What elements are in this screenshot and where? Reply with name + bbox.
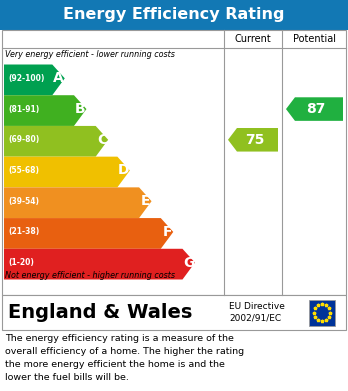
Text: (55-68): (55-68) [8,166,39,175]
Text: (92-100): (92-100) [8,74,45,83]
Text: (1-20): (1-20) [8,258,34,267]
Bar [309,300,335,325]
Bar [2,30,346,295]
Text: Energy Efficiency Rating: Energy Efficiency Rating [63,7,285,23]
Polygon shape [286,97,343,121]
Bar [0,0,348,30]
Text: (81-91): (81-91) [8,104,39,113]
Polygon shape [4,249,195,280]
Text: (39-54): (39-54) [8,197,39,206]
Text: Very energy efficient - lower running costs: Very energy efficient - lower running co… [5,50,175,59]
Text: The energy efficiency rating is a measure of the
overall efficiency of a home. T: The energy efficiency rating is a measur… [5,334,244,382]
Text: G: G [183,256,195,270]
Text: (69-80): (69-80) [8,135,39,144]
Text: E: E [141,194,150,208]
Text: 87: 87 [306,102,325,116]
Text: (21-38): (21-38) [8,228,39,237]
Text: B: B [75,102,86,116]
Text: Potential: Potential [293,34,335,44]
Text: A: A [53,71,64,85]
Polygon shape [4,187,152,218]
Polygon shape [4,126,108,157]
Polygon shape [228,128,278,152]
Polygon shape [4,65,65,95]
Text: EU Directive
2002/91/EC: EU Directive 2002/91/EC [229,302,285,323]
Polygon shape [4,157,130,187]
Text: 75: 75 [245,133,264,147]
Text: C: C [97,133,107,147]
Text: England & Wales: England & Wales [8,303,192,322]
Bar [2,295,346,330]
Text: Current: Current [235,34,271,44]
Text: Not energy efficient - higher running costs: Not energy efficient - higher running co… [5,271,175,280]
Text: F: F [162,225,172,239]
Polygon shape [4,218,173,249]
Polygon shape [4,95,86,126]
Text: D: D [118,163,129,178]
